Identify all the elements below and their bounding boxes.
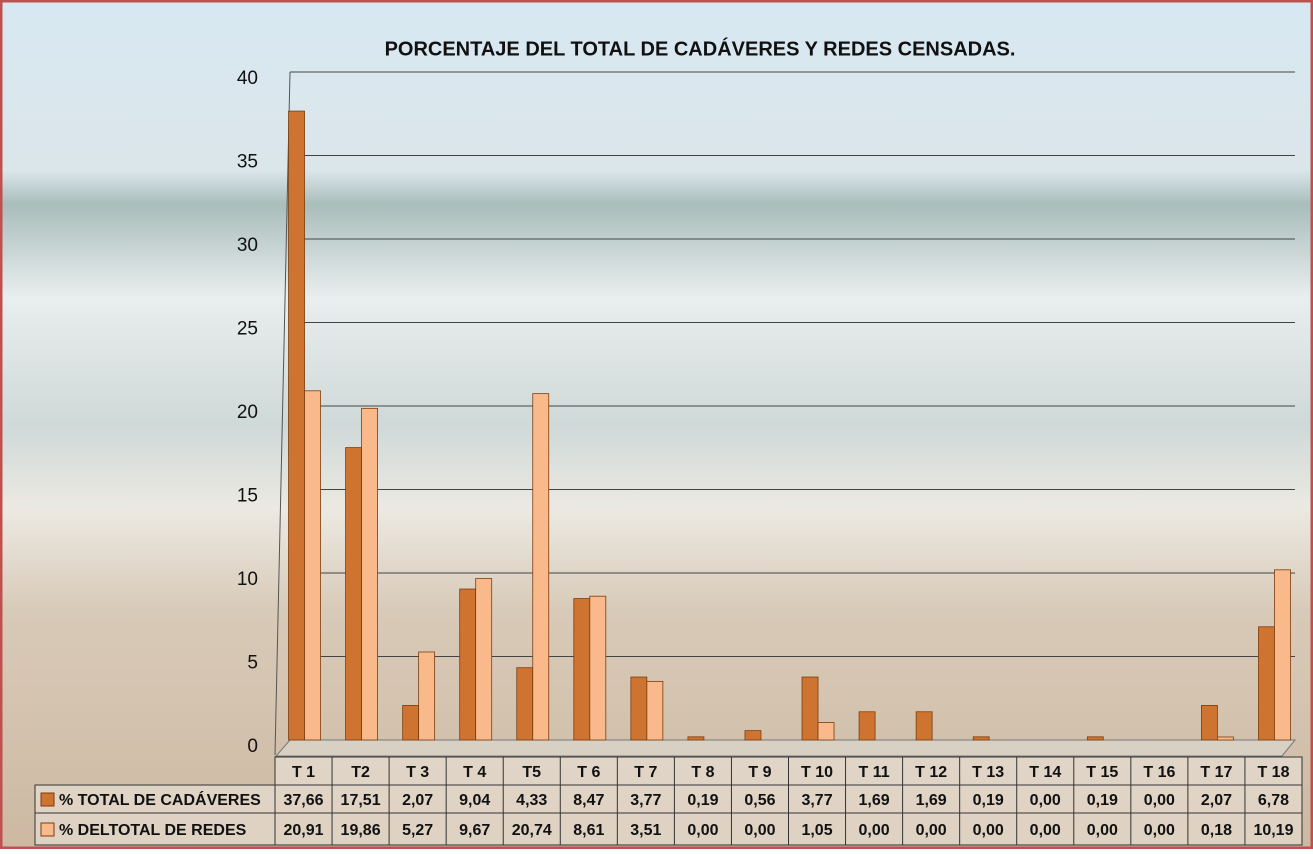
table-value: 0,19 [1087,792,1118,809]
bar [1258,627,1274,740]
table-value: 9,04 [459,792,490,809]
bar [346,448,362,740]
x-tick-label: T 18 [1257,764,1289,781]
table-value: 3,77 [801,792,832,809]
table-value: 0,00 [1087,822,1118,839]
bar [818,722,834,740]
y-tick-label: 5 [247,653,258,674]
x-tick-label: T 7 [634,764,657,781]
table-value: 0,00 [973,822,1004,839]
table-value: 0,00 [916,822,947,839]
y-tick-label: 20 [237,402,258,423]
x-tick-label: T5 [522,764,541,781]
bar [631,677,647,740]
x-tick-label: T 10 [801,764,833,781]
table-value: 0,00 [687,822,718,839]
table-value: 6,78 [1258,792,1289,809]
floor [276,740,1295,756]
table-value: 2,07 [1201,792,1232,809]
table-value: 19,86 [341,822,381,839]
x-tick-label: T 12 [915,764,947,781]
bar [745,731,761,740]
x-tick-label: T 13 [972,764,1004,781]
bar [647,681,663,740]
bar [590,596,606,740]
bar [289,111,305,740]
y-tick-label: 30 [237,235,258,256]
bar [476,579,492,740]
bar [517,668,533,740]
bar [1274,570,1290,740]
bar [859,712,875,740]
table-value: 3,77 [630,792,661,809]
legend-label: % DELTOTAL DE REDES [59,822,247,839]
bar [419,652,435,740]
y-tick-label: 10 [237,569,258,590]
x-tick-label: T 3 [406,764,429,781]
bar [1201,705,1217,740]
x-tick-label: T 6 [577,764,600,781]
chart: PORCENTAJE DEL TOTAL DE CADÁVERES Y REDE… [0,0,1313,849]
bar [1087,737,1103,740]
table-value: 8,61 [573,822,604,839]
table-value: 17,51 [341,792,381,809]
y-tick-label: 15 [237,486,258,507]
x-tick-label: T 4 [463,764,486,781]
table-value: 0,00 [744,822,775,839]
bar [403,705,419,740]
chart-title: PORCENTAJE DEL TOTAL DE CADÁVERES Y REDE… [385,37,1016,60]
table-value: 5,27 [402,822,433,839]
bar [533,394,549,740]
table-value: 2,07 [402,792,433,809]
table-value: 0,00 [859,822,890,839]
table-value: 20,74 [512,822,552,839]
table-value: 0,19 [687,792,718,809]
bar [362,408,378,740]
bar [802,677,818,740]
table-value: 37,66 [284,792,324,809]
legend-swatch [41,823,54,836]
bar [973,737,989,740]
bar [460,589,476,740]
table-value: 20,91 [284,822,324,839]
table-value: 1,05 [801,822,832,839]
y-tick-label: 25 [237,319,258,340]
bar [305,391,321,740]
y-tick-label: 35 [237,152,258,173]
table-value: 1,69 [916,792,947,809]
x-tick-label: T 15 [1086,764,1118,781]
table-value: 3,51 [630,822,661,839]
y-tick-label: 40 [237,68,258,89]
x-tick-label: T 8 [691,764,714,781]
x-tick-label: T 17 [1200,764,1232,781]
table-value: 4,33 [516,792,547,809]
x-tick-label: T 11 [859,764,890,781]
table-value: 0,00 [1030,792,1061,809]
table-value: 1,69 [859,792,890,809]
table-value: 0,00 [1144,792,1175,809]
x-tick-label: T 16 [1143,764,1175,781]
x-tick-label: T 9 [748,764,771,781]
x-tick-label: T 14 [1029,764,1061,781]
bar [688,737,704,740]
table-value: 0,00 [1144,822,1175,839]
legend-label: % TOTAL DE CADÁVERES [59,790,261,809]
bar [1217,737,1233,740]
table-value: 0,00 [1030,822,1061,839]
table-value: 8,47 [573,792,604,809]
bar [916,712,932,740]
bar [574,599,590,740]
table-value: 0,19 [973,792,1004,809]
y-tick-label: 0 [247,736,258,757]
x-tick-label: T 1 [292,764,315,781]
legend-swatch [41,793,54,806]
table-value: 0,18 [1201,822,1232,839]
table-value: 10,19 [1253,822,1293,839]
x-tick-label: T2 [351,764,370,781]
table-value: 0,56 [744,792,775,809]
table-value: 9,67 [459,822,490,839]
